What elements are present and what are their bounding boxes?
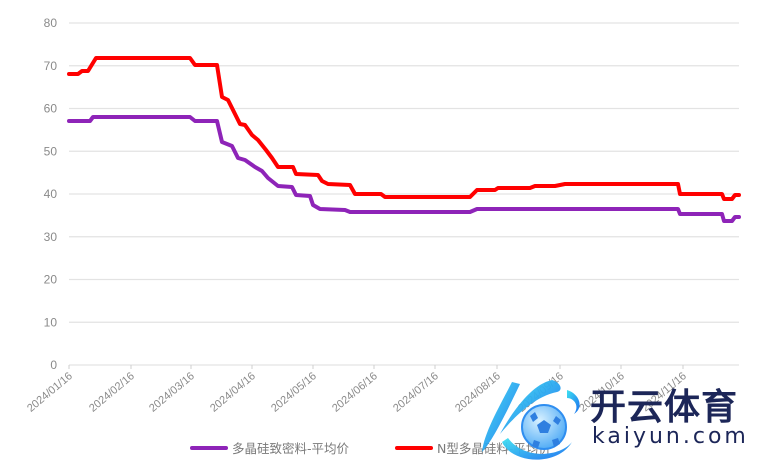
grid-lines	[69, 22, 739, 366]
x-tick-label: 2024/10/16	[577, 370, 627, 415]
legend-swatch-purple	[190, 445, 228, 450]
x-tick-label: 2024/04/16	[208, 370, 258, 415]
x-tick-label: 2024/03/16	[147, 370, 197, 415]
y-tick-label: 10	[44, 315, 58, 329]
y-tick-label: 0	[50, 358, 57, 372]
y-tick-label: 80	[44, 16, 58, 30]
y-tick-label: 60	[44, 102, 58, 116]
y-tick-label: 20	[44, 273, 58, 287]
x-tick-label: 2024/05/16	[269, 370, 319, 415]
y-axis-ticks: 0 10 20 30 40 50 60 70 80	[44, 16, 58, 372]
y-tick-label: 30	[44, 230, 58, 244]
x-tick-label: 2024/06/16	[330, 370, 380, 415]
x-tick-label: 2024/07/16	[391, 370, 441, 415]
x-tick-label: 2024/02/16	[87, 370, 137, 415]
x-tick-label: 2024/08/16	[453, 370, 503, 415]
series-lines	[67, 56, 741, 223]
y-tick-label: 50	[44, 144, 58, 158]
legend-swatch-red	[395, 445, 433, 450]
x-tick-label: 2024/09/16	[516, 370, 566, 415]
legend-label: 多晶硅致密料-平均价	[232, 441, 350, 456]
legend-item-polysilicon-dense[interactable]: 多晶硅致密料-平均价	[190, 438, 349, 457]
x-tick-label: 2024/11/16	[640, 370, 689, 414]
x-tick-label: 2024/01/16	[25, 370, 75, 415]
series-line-n-type	[67, 56, 741, 201]
series-line-polysilicon-dense	[67, 115, 741, 223]
legend-label: N型多晶硅料-平均价	[437, 441, 551, 456]
y-tick-label: 40	[44, 187, 58, 201]
y-tick-label: 70	[44, 59, 58, 73]
x-axis: 2024/01/16 2024/02/16 2024/03/16 2024/04/16…	[25, 365, 689, 415]
legend-item-n-type-polysilicon[interactable]: N型多晶硅料-平均价	[395, 438, 551, 457]
